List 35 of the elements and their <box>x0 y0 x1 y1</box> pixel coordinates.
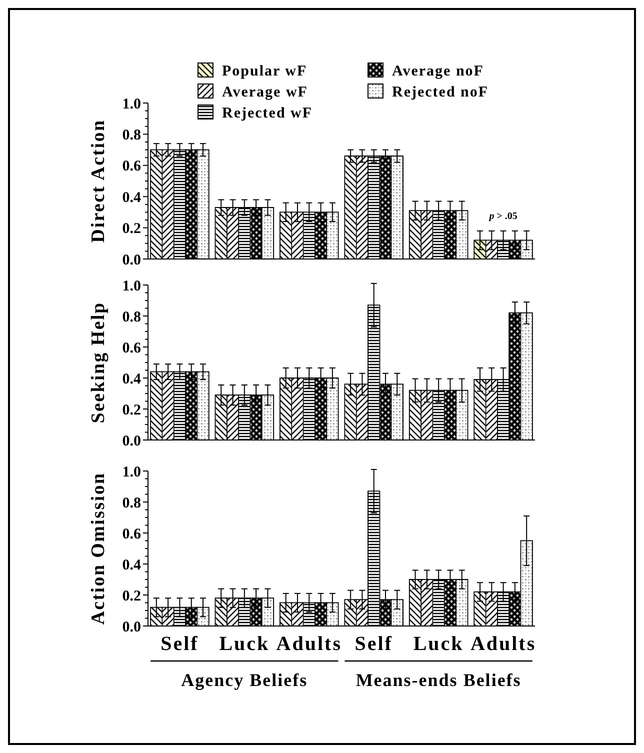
legend-label: Average noF <box>392 63 484 80</box>
annotation: p > .05 <box>488 210 518 222</box>
y-tick-label: 0.6 <box>122 158 142 175</box>
y-tick-label: 0.2 <box>122 588 141 604</box>
text: Means-ends Beliefs <box>356 670 522 690</box>
y-axis-title: Direct Action <box>88 119 109 243</box>
x-tick-label: Luck <box>413 633 464 655</box>
y-tick-label: 0.4 <box>122 557 142 574</box>
x-tick-label: Luck <box>219 633 270 655</box>
y-tick-label: 0.4 <box>122 190 142 206</box>
x-tick-label: Adults <box>276 633 342 655</box>
y-tick-label: 0.4 <box>122 371 142 388</box>
y-tick-label: 0.8 <box>122 127 141 144</box>
y-tick-label: 1.0 <box>122 464 141 480</box>
y-tick-label: 1.0 <box>122 278 141 294</box>
y-tick-label: 0.0 <box>122 252 141 268</box>
y-tick-label: 0.6 <box>122 526 142 542</box>
x-tick-label: Self <box>160 633 199 655</box>
legend-label: Average wF <box>222 84 308 100</box>
y-tick-label: 0.8 <box>122 495 141 512</box>
x-tick-label: Adults <box>470 633 536 655</box>
legend-label: Popular wF <box>222 63 308 80</box>
y-tick-label: 0.0 <box>122 433 141 450</box>
y-tick-label: 1.0 <box>122 96 141 112</box>
x-tick-label: Self <box>354 633 393 655</box>
y-tick-label: 0.0 <box>122 619 141 636</box>
text: Agency Beliefs <box>181 670 308 690</box>
y-tick-label: 0.2 <box>122 221 141 238</box>
y-tick-label: 0.8 <box>122 309 141 326</box>
legend-label: Rejected noF <box>392 84 489 100</box>
y-axis-title: Action Omission <box>88 472 109 625</box>
y-axis-title: Seeking Help <box>88 302 109 424</box>
legend-label: Rejected wF <box>222 105 313 122</box>
y-tick-label: 0.2 <box>122 402 141 418</box>
y-tick-label: 0.6 <box>122 340 142 356</box>
